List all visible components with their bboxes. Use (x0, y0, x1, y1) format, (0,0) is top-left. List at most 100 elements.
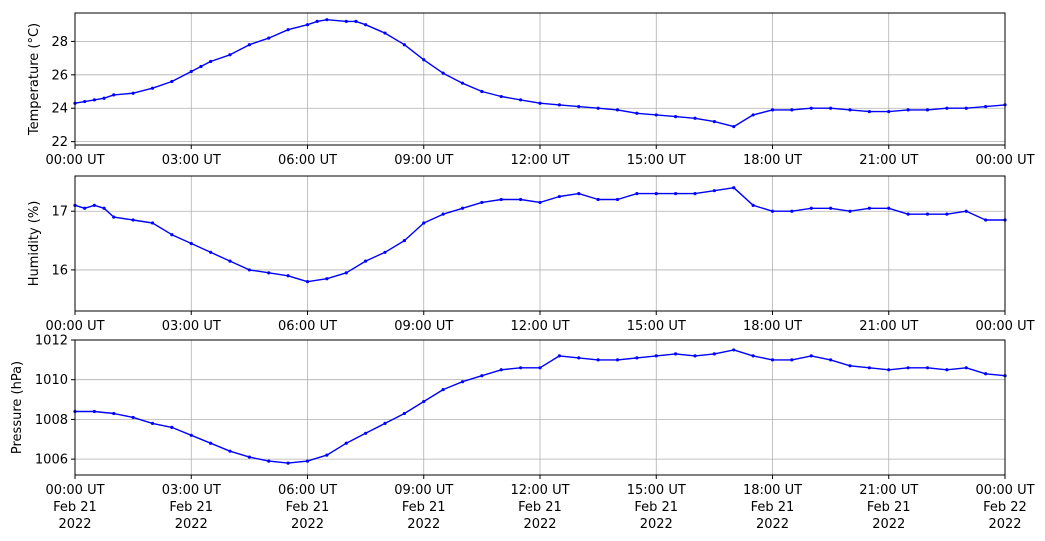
humidity-data-point (112, 215, 116, 219)
humidity-data-point (247, 268, 251, 272)
pressure-x-tick-label: 06:00 UT (278, 483, 337, 498)
temperature-data-point (189, 69, 193, 74)
temperature-x-tick-label: 03:00 UT (162, 153, 221, 168)
temperature-data-point (325, 18, 329, 22)
humidity-data-point (984, 218, 988, 222)
temperature-data-point (83, 99, 87, 104)
pressure-data-point (615, 358, 620, 362)
temperature-data-point (344, 19, 348, 23)
humidity-data-point (615, 197, 620, 202)
temperature-y-axis-label: Temperature (°C) (27, 23, 42, 136)
pressure-y-tick-label: 1012 (35, 334, 68, 349)
pressure-data-point (557, 354, 561, 358)
pressure-data-point (809, 354, 813, 358)
humidity-data-point (635, 192, 639, 196)
pressure-data-point (577, 356, 581, 360)
temperature-data-point (635, 111, 639, 115)
pressure-data-point (131, 415, 135, 420)
pressure-data-point (790, 358, 794, 362)
pressure-data-point (519, 366, 523, 370)
temperature-data-point (925, 108, 930, 112)
humidity-data-point (809, 206, 813, 210)
temperature-data-point (751, 113, 755, 117)
temperature-data-point (150, 86, 155, 90)
humidity-data-point (344, 271, 348, 275)
temperature-data-point (228, 53, 232, 57)
temperature-data-point (267, 36, 271, 40)
humidity-x-tick-label: 09:00 UT (394, 319, 453, 334)
humidity-data-point (286, 274, 290, 278)
pressure-data-point (441, 388, 445, 392)
temperature-data-point (809, 106, 813, 110)
pressure-y-tick-label: 1008 (35, 413, 68, 428)
pressure-x-tick-date-label: Feb 21 (169, 500, 213, 515)
temperature-x-tick-label: 09:00 UT (394, 153, 453, 168)
temperature-x-tick-label: 21:00 UT (859, 153, 918, 168)
temperature-data-point (131, 91, 135, 95)
pressure-x-tick-date-label: Feb 21 (53, 500, 97, 515)
temperature-data-point (209, 59, 213, 64)
pressure-x-tick-year-label: 2022 (407, 517, 440, 532)
humidity-data-point (790, 209, 794, 213)
pressure-panel: 00:00 UT Feb 21 2022 03:00 UT Feb 21 2022 06:0… (10, 334, 1035, 533)
temperature-data-point (364, 23, 368, 27)
pressure-data-point (770, 358, 775, 362)
pressure-data-point (228, 449, 232, 453)
pressure-data-point (984, 372, 988, 376)
humidity-data-point (422, 221, 426, 225)
humidity-y-axis-label: Humidity (%) (27, 201, 42, 287)
temperature-data-point (286, 28, 290, 32)
pressure-data-point (732, 348, 736, 352)
humidity-y-tick-label: 16 (51, 263, 68, 278)
pressure-data-point (829, 358, 833, 362)
pressure-data-point (654, 354, 658, 358)
humidity-data-point (267, 271, 271, 275)
temperature-y-tick-label: 28 (51, 35, 68, 50)
temperature-data-point (615, 108, 620, 112)
temperature-data-point (354, 19, 358, 23)
temperature-data-point (654, 113, 658, 117)
pressure-data-point (751, 354, 755, 358)
pressure-data-point (596, 358, 600, 362)
humidity-data-point (945, 212, 949, 216)
temperature-y-tick-label: 22 (51, 135, 68, 150)
humidity-x-tick-label: 00:00 UT (975, 319, 1034, 334)
humidity-x-tick-label: 21:00 UT (859, 319, 918, 334)
pressure-data-point (887, 368, 891, 372)
pressure-data-point (635, 356, 639, 360)
pressure-data-point (286, 461, 290, 465)
humidity-data-point (325, 277, 329, 281)
temperature-data-point (441, 71, 445, 75)
pressure-y-tick-label: 1010 (35, 373, 68, 388)
pressure-x-tick-date-label: Feb 22 (983, 500, 1027, 515)
temperature-data-point (102, 96, 106, 100)
pressure-y-tick-label: 1006 (35, 453, 68, 468)
humidity-data-point (228, 259, 232, 263)
pressure-data-point (305, 459, 310, 463)
pressure-x-tick-label: 03:00 UT (162, 483, 221, 498)
humidity-data-point (402, 238, 406, 243)
temperature-data-point (383, 31, 387, 35)
humidity-x-tick-label: 12:00 UT (510, 319, 569, 334)
temperature-data-point (887, 109, 891, 114)
temperature-x-tick-label: 18:00 UT (743, 153, 802, 168)
pressure-data-point (674, 352, 678, 356)
temperature-data-point (984, 104, 988, 109)
pressure-data-point (499, 368, 503, 372)
pressure-data-point (170, 425, 174, 429)
pressure-x-tick-date-label: Feb 21 (634, 500, 678, 515)
pressure-x-tick-year-label: 2022 (988, 517, 1021, 532)
temperature-data-point (199, 64, 203, 69)
pressure-x-tick-label: 21:00 UT (859, 483, 918, 498)
humidity-data-point (499, 197, 503, 202)
temperature-data-point (674, 114, 678, 119)
pressure-x-tick-year-label: 2022 (756, 517, 789, 532)
pressure-x-tick-year-label: 2022 (291, 517, 324, 532)
temperature-data-point (112, 93, 116, 97)
temperature-data-point (790, 108, 794, 112)
humidity-data-point (480, 200, 484, 205)
pressure-data-point (364, 431, 368, 435)
pressure-x-tick-year-label: 2022 (872, 517, 905, 532)
humidity-data-point (305, 280, 310, 284)
temperature-series-line (74, 19, 1006, 128)
